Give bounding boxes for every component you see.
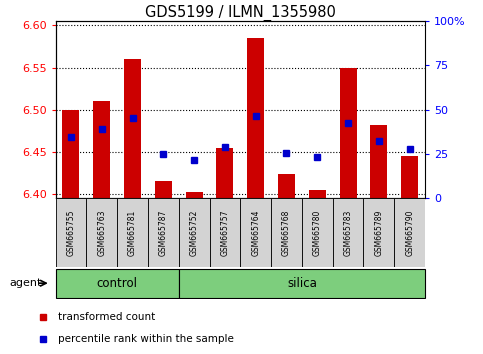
Text: GSM665755: GSM665755 [67,210,75,256]
Bar [240,198,271,267]
Bar [247,38,264,198]
Bar [271,198,302,267]
Bar [185,192,202,198]
Text: GSM665764: GSM665764 [251,210,260,256]
Bar [401,156,418,198]
Bar [93,101,110,198]
Bar [117,198,148,267]
Text: GSM665752: GSM665752 [190,210,199,256]
Text: GSM665789: GSM665789 [374,210,384,256]
Text: GSM665790: GSM665790 [405,210,414,256]
Bar [302,198,333,267]
Text: GSM665781: GSM665781 [128,210,137,256]
Bar [56,269,179,297]
Text: GSM665783: GSM665783 [343,210,353,256]
Text: GSM665757: GSM665757 [220,210,229,256]
Bar [86,198,117,267]
Text: transformed count: transformed count [58,312,155,322]
Bar [394,198,425,267]
Bar [364,198,394,267]
Bar [179,198,210,267]
Bar [309,190,326,198]
Bar [155,181,172,198]
Text: GSM665787: GSM665787 [159,210,168,256]
Bar [148,198,179,267]
Bar [278,174,295,198]
Bar [370,125,387,198]
Text: agent: agent [10,278,42,288]
Bar [179,269,425,297]
Bar [210,198,240,267]
Bar [340,68,356,198]
Text: GSM665763: GSM665763 [97,210,106,256]
Text: silica: silica [287,277,317,290]
Bar [56,198,86,267]
Title: GDS5199 / ILMN_1355980: GDS5199 / ILMN_1355980 [145,5,336,21]
Bar [216,148,233,198]
Bar [124,59,141,198]
Text: percentile rank within the sample: percentile rank within the sample [58,333,234,344]
Bar [62,110,79,198]
Text: GSM665780: GSM665780 [313,210,322,256]
Text: GSM665768: GSM665768 [282,210,291,256]
Text: control: control [97,277,138,290]
Bar [333,198,364,267]
